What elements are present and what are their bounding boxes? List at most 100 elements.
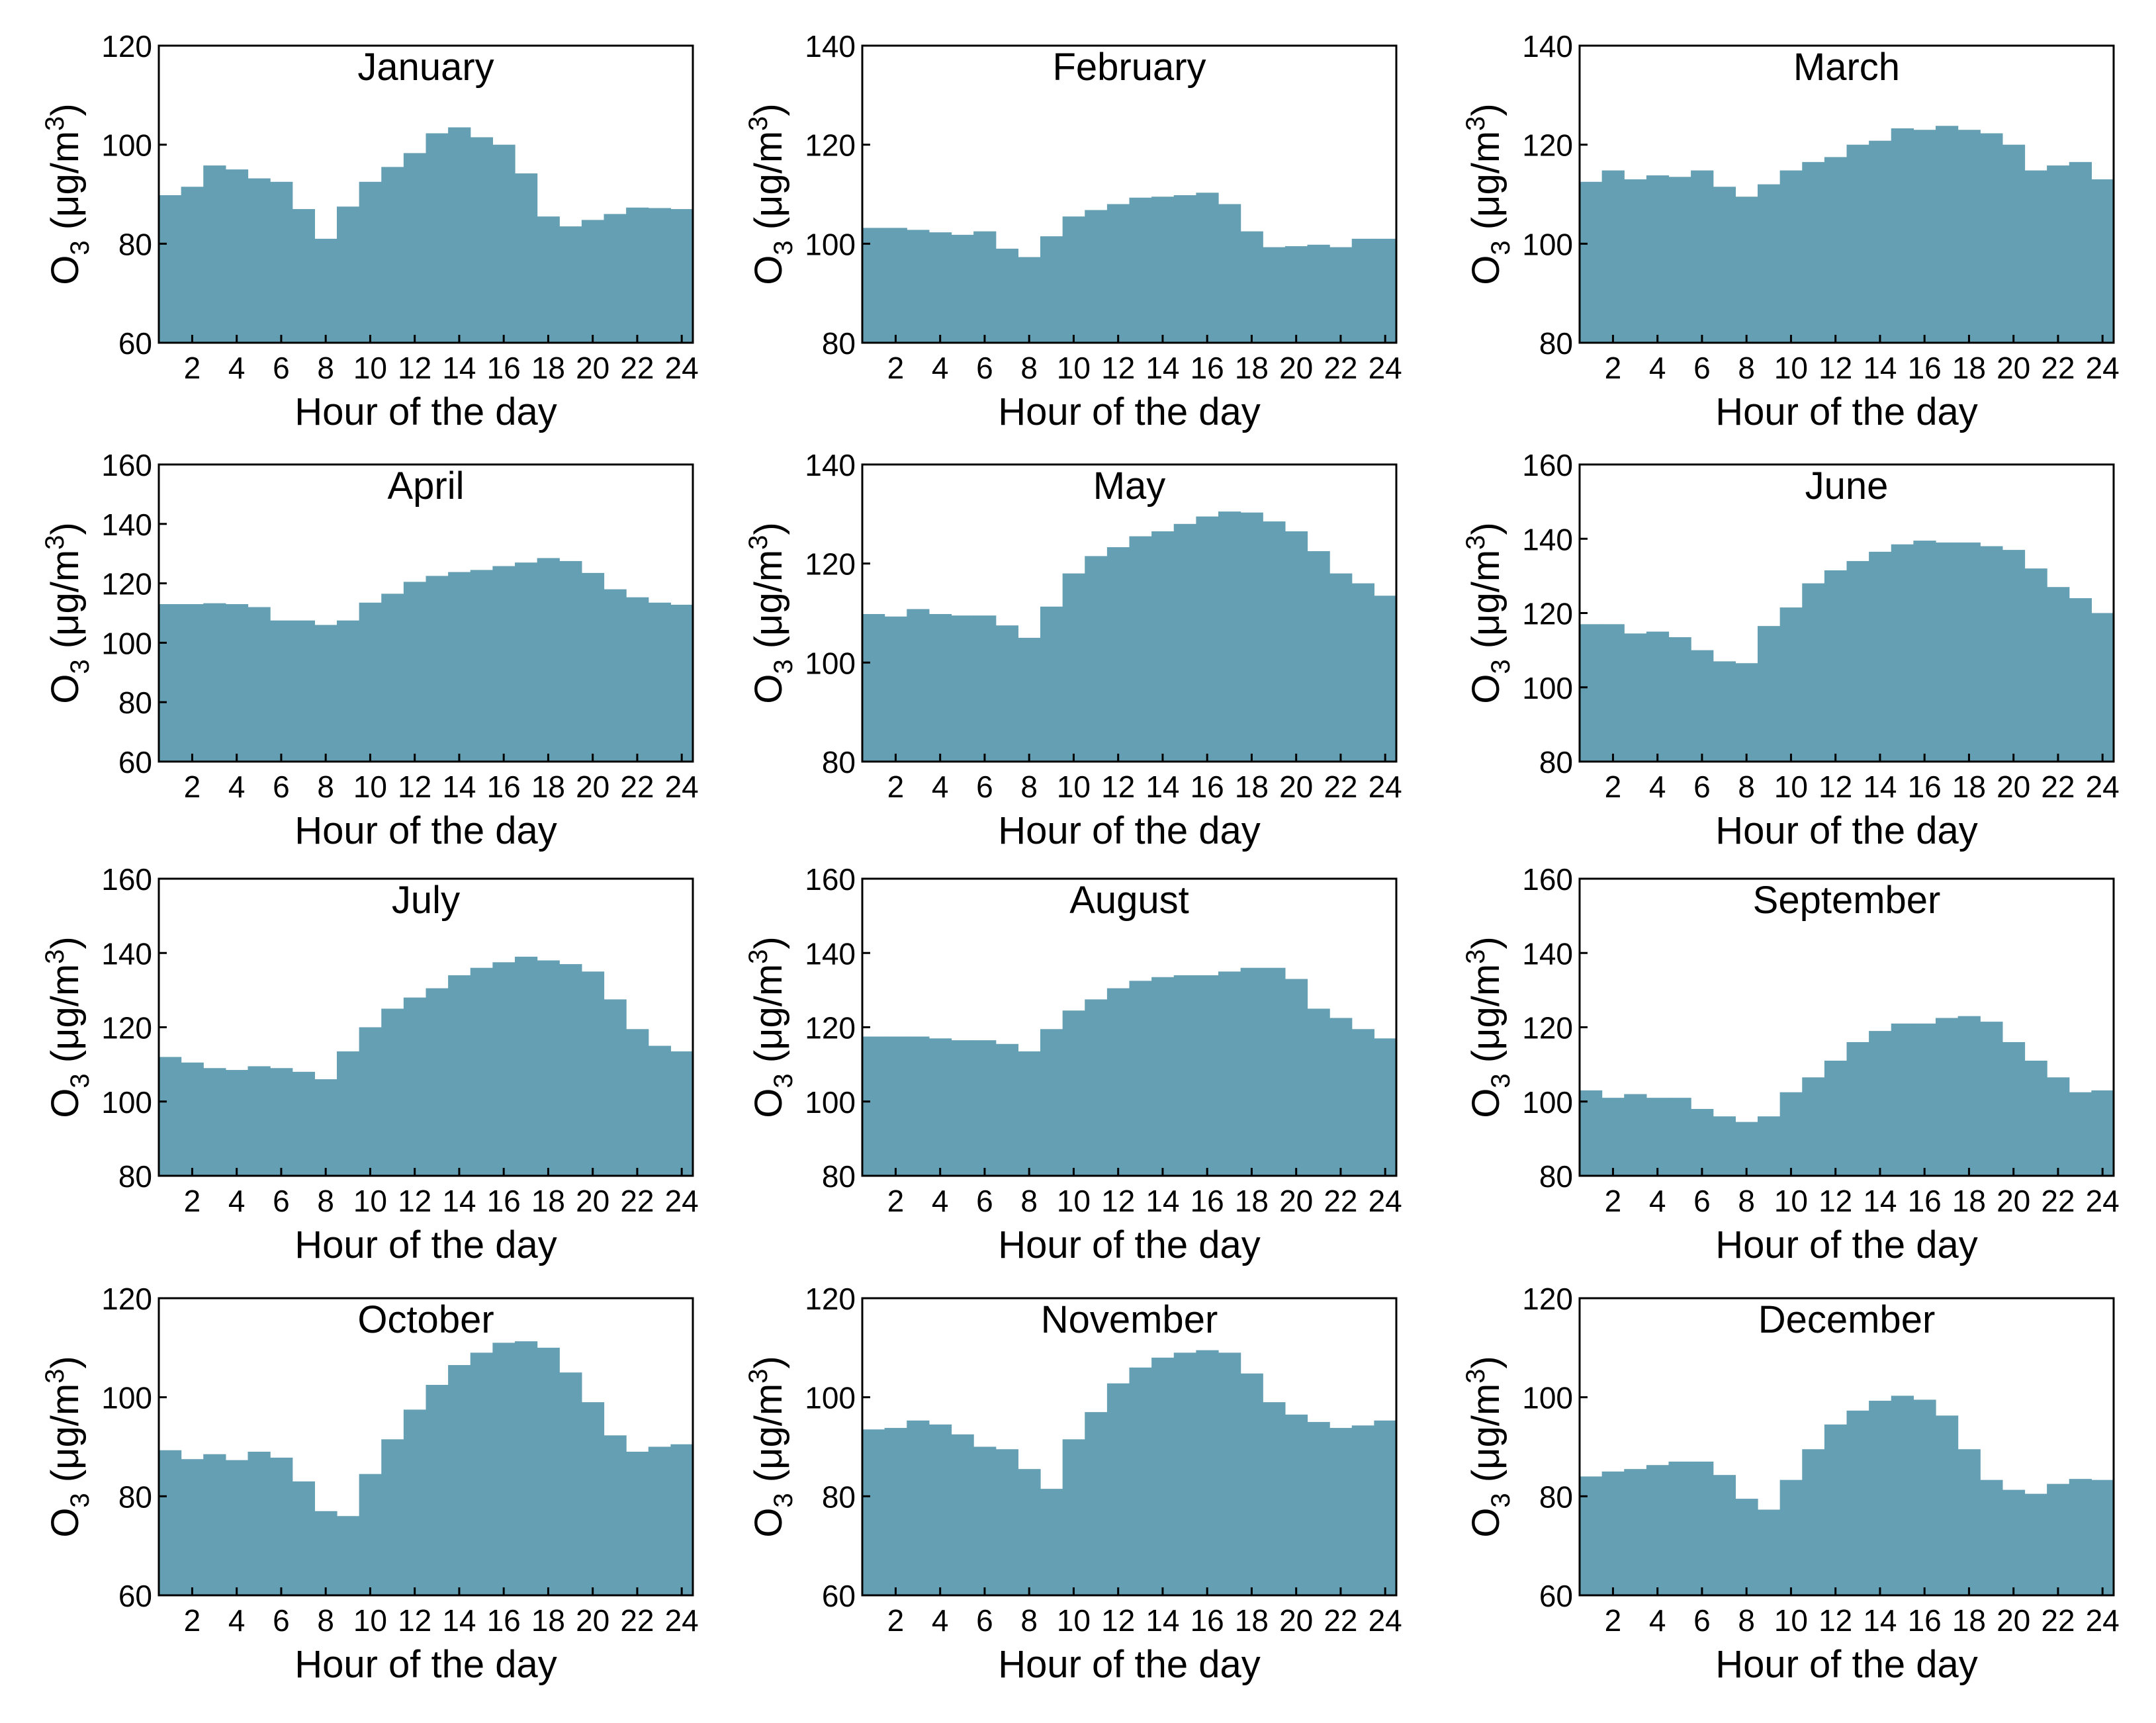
- bar-hour-1: [159, 604, 182, 762]
- chart-title: May: [1093, 464, 1166, 508]
- bar-hour-1: [159, 195, 182, 343]
- bar-hour-17: [1936, 126, 1959, 343]
- x-tick-label: 14: [1863, 1184, 1897, 1218]
- bar-hour-9: [337, 1516, 360, 1595]
- bar-hour-23: [648, 602, 671, 762]
- bar-hour-14: [448, 127, 471, 343]
- x-tick-label: 20: [576, 770, 609, 804]
- bar-hour-24: [1374, 238, 1397, 343]
- bar-hour-5: [1668, 1461, 1691, 1595]
- bar-hour-12: [1824, 1424, 1848, 1595]
- bar-hour-9: [337, 1051, 360, 1176]
- bar-hour-23: [648, 208, 671, 343]
- x-tick-label: 8: [1738, 770, 1755, 804]
- x-tick-label: 4: [932, 351, 949, 385]
- bar-hour-20: [1284, 531, 1308, 762]
- bar-hour-22: [2047, 1077, 2070, 1176]
- bar-hour-24: [670, 208, 694, 343]
- bar-hour-23: [2069, 598, 2092, 762]
- x-tick-label: 6: [273, 1603, 290, 1638]
- bar-hour-15: [1891, 1023, 1914, 1176]
- bar-hour-14: [1151, 1357, 1175, 1595]
- bar-hour-17: [515, 173, 538, 343]
- bar-hour-19: [1263, 967, 1286, 1176]
- bar-hour-13: [1129, 197, 1152, 343]
- x-tick-label: 10: [1057, 1184, 1091, 1218]
- bar-hour-2: [1601, 1471, 1625, 1595]
- bar-hour-21: [2024, 568, 2047, 762]
- bar-hour-15: [1173, 523, 1196, 762]
- bar-hour-10: [359, 602, 382, 762]
- x-tick-label: 20: [1997, 770, 2030, 804]
- bar-hour-1: [862, 614, 885, 762]
- y-tick-label: 60: [1539, 1579, 1573, 1613]
- x-tick-label: 20: [1279, 1184, 1313, 1218]
- x-tick-label: 22: [620, 351, 654, 385]
- x-tick-label: 2: [887, 1184, 905, 1218]
- bar-hour-6: [973, 1446, 997, 1595]
- x-tick-label: 4: [228, 770, 246, 804]
- x-tick-label: 18: [1952, 1184, 1986, 1218]
- x-tick-label: 2: [887, 1603, 905, 1638]
- x-tick-label: 16: [1190, 351, 1224, 385]
- bar-hour-17: [1218, 511, 1241, 762]
- x-tick-label: 10: [353, 351, 387, 385]
- bar-hour-23: [1351, 1029, 1374, 1176]
- bar-hour-15: [1173, 195, 1196, 343]
- bar-hour-9: [1758, 184, 1781, 343]
- bar-hour-1: [1580, 181, 1603, 343]
- bar-hour-3: [907, 1420, 930, 1595]
- x-tick-label: 6: [976, 770, 993, 804]
- bar-hour-16: [492, 962, 516, 1176]
- x-tick-label: 8: [1738, 1184, 1755, 1218]
- bar-hour-14: [1151, 531, 1175, 762]
- bar-hour-5: [951, 615, 974, 762]
- x-tick-label: 4: [932, 770, 949, 804]
- x-tick-label: 18: [1235, 1184, 1269, 1218]
- x-tick-label: 4: [932, 1603, 949, 1638]
- x-tick-label: 24: [1369, 1184, 1402, 1218]
- x-tick-label: 2: [184, 1184, 201, 1218]
- x-tick-label: 14: [1145, 351, 1179, 385]
- x-tick-label: 24: [2086, 1184, 2120, 1218]
- y-tick-label: 140: [805, 29, 856, 64]
- bar-hour-24: [670, 604, 694, 762]
- bar-hour-6: [973, 615, 997, 762]
- bar-hour-3: [907, 609, 930, 762]
- bar-hour-2: [884, 616, 907, 762]
- bar-hour-1: [862, 1036, 885, 1176]
- bar-hour-6: [270, 1068, 293, 1176]
- x-tick-label: 2: [184, 1603, 201, 1638]
- bar-hour-21: [604, 999, 627, 1176]
- bar-hour-4: [225, 1460, 249, 1595]
- bar-hour-14: [1869, 551, 1892, 762]
- bar-hour-6: [270, 181, 293, 343]
- x-tick-label: 12: [398, 351, 431, 385]
- bar-hour-22: [626, 1451, 649, 1595]
- y-tick-label: 120: [1522, 597, 1573, 631]
- bar-hour-8: [1735, 1122, 1758, 1176]
- bar-hour-10: [1779, 607, 1803, 762]
- bar-hour-18: [537, 1347, 560, 1595]
- bar-hour-19: [559, 560, 582, 762]
- bar-hour-10: [359, 1027, 382, 1176]
- bar-hour-12: [1106, 1383, 1130, 1595]
- bar-hour-8: [1735, 1499, 1758, 1595]
- x-tick-label: 22: [620, 770, 654, 804]
- y-tick-label: 100: [1522, 227, 1573, 261]
- bar-hour-22: [626, 207, 649, 343]
- bar-hour-4: [928, 1038, 952, 1176]
- x-tick-label: 4: [228, 351, 246, 385]
- x-tick-label: 18: [1235, 770, 1269, 804]
- bar-hour-2: [1601, 1098, 1625, 1176]
- bar-hour-2: [181, 604, 204, 762]
- bar-hour-14: [448, 975, 471, 1176]
- y-tick-label: 140: [1522, 936, 1573, 971]
- bar-hour-12: [403, 997, 427, 1176]
- bar-hour-24: [670, 1444, 694, 1595]
- bar-hour-23: [2069, 1092, 2092, 1176]
- bar-hour-4: [225, 604, 249, 762]
- y-tick-label: 160: [101, 448, 152, 482]
